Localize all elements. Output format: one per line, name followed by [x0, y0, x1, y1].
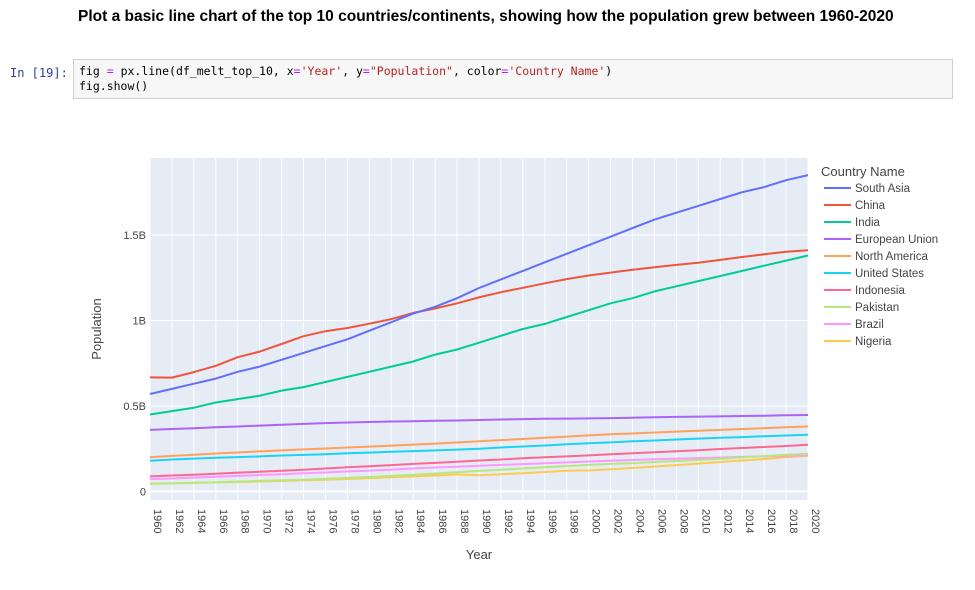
code-cell[interactable]: fig = px.line(df_melt_top_10, x='Year', …: [73, 59, 953, 99]
code-token: ): [605, 64, 613, 78]
x-tick-label: 1964: [195, 509, 207, 533]
x-tick-label: 2010: [699, 509, 711, 533]
page-heading: Plot a basic line chart of the top 10 co…: [78, 8, 894, 25]
x-tick-label: 2000: [590, 509, 602, 533]
x-tick-label: 1988: [458, 509, 470, 533]
x-tick-label: 2020: [809, 509, 821, 533]
x-tick-label: 1972: [283, 509, 295, 533]
code-line-2: fig.show(): [79, 79, 149, 93]
x-tick-label: 2016: [765, 509, 777, 533]
code-string: 'Country Name': [508, 64, 606, 78]
legend-item-label[interactable]: European Union: [855, 234, 938, 246]
x-tick-label: 2004: [634, 509, 646, 533]
x-tick-label: 1998: [568, 509, 580, 533]
x-tick-label: 1994: [524, 509, 536, 533]
x-tick-label: 1962: [173, 509, 185, 533]
x-tick-label: 1980: [370, 509, 382, 533]
x-tick-label: 1992: [502, 509, 514, 533]
x-tick-label: 1978: [348, 509, 360, 533]
y-axis-title: Population: [89, 298, 104, 359]
legend-item-label[interactable]: United States: [855, 268, 924, 280]
series-line[interactable]: [149, 414, 809, 431]
x-tick-label: 1960: [151, 509, 163, 533]
x-tick-label: 1966: [217, 509, 229, 533]
code-token: px.line(df_melt_top_10, x: [113, 64, 294, 78]
x-tick-label: 1976: [326, 509, 338, 533]
legend-item-label[interactable]: Indonesia: [855, 285, 905, 297]
legend-title: Country Name: [821, 164, 905, 179]
code-token: fig: [79, 64, 107, 78]
legend-item-label[interactable]: India: [855, 217, 881, 229]
y-tick-label: 0.5B: [123, 401, 146, 413]
x-tick-label: 2012: [721, 509, 733, 533]
y-tick-label: 1.5B: [123, 230, 146, 242]
code-string: 'Year': [300, 64, 343, 78]
x-tick-label: 1996: [546, 509, 558, 533]
code-operator: =: [362, 64, 370, 78]
legend-item-label[interactable]: Nigeria: [855, 336, 892, 348]
code-token: , color: [452, 64, 502, 78]
x-tick-label: 1990: [480, 509, 492, 533]
x-tick-label: 1984: [414, 509, 426, 533]
series-line[interactable]: [149, 249, 809, 379]
series-line[interactable]: [149, 425, 809, 459]
series-line[interactable]: [149, 443, 809, 478]
series-line[interactable]: [149, 174, 809, 395]
x-axis-title: Year: [466, 547, 493, 562]
series-lines: [149, 174, 809, 485]
x-tick-label: 2002: [612, 509, 624, 533]
x-tick-label: 2014: [743, 509, 755, 533]
code-operator: =: [293, 64, 301, 78]
series-line[interactable]: [149, 433, 809, 462]
legend-item-label[interactable]: Brazil: [855, 319, 884, 331]
x-tick-label: 2006: [655, 509, 667, 533]
x-tick-label: 1968: [239, 509, 251, 533]
code-operator: =: [501, 64, 509, 78]
x-tick-label: 1986: [436, 509, 448, 533]
code-operator: =: [106, 64, 114, 78]
x-tick-label: 2008: [677, 509, 689, 533]
x-tick-label: 1970: [261, 509, 273, 533]
cell-prompt: In [19]:: [10, 66, 68, 80]
code-token: , y: [342, 64, 363, 78]
x-tick-label: 1974: [305, 509, 317, 533]
series-line[interactable]: [149, 254, 809, 416]
x-tick-label: 2018: [787, 509, 799, 533]
y-tick-label: 0: [140, 486, 146, 498]
legend-item-label[interactable]: North America: [855, 251, 928, 263]
y-tick-label: 1B: [133, 315, 146, 327]
series-line[interactable]: [149, 454, 809, 481]
legend-item-label[interactable]: Pakistan: [855, 302, 899, 314]
x-tick-label: 1982: [392, 509, 404, 533]
code-string: "Population": [369, 64, 453, 78]
legend-item-label[interactable]: South Asia: [855, 183, 911, 195]
legend-item-label[interactable]: China: [855, 200, 886, 212]
legend[interactable]: Country Name South Asia China India European…: [821, 164, 938, 348]
series-line[interactable]: [149, 452, 809, 485]
